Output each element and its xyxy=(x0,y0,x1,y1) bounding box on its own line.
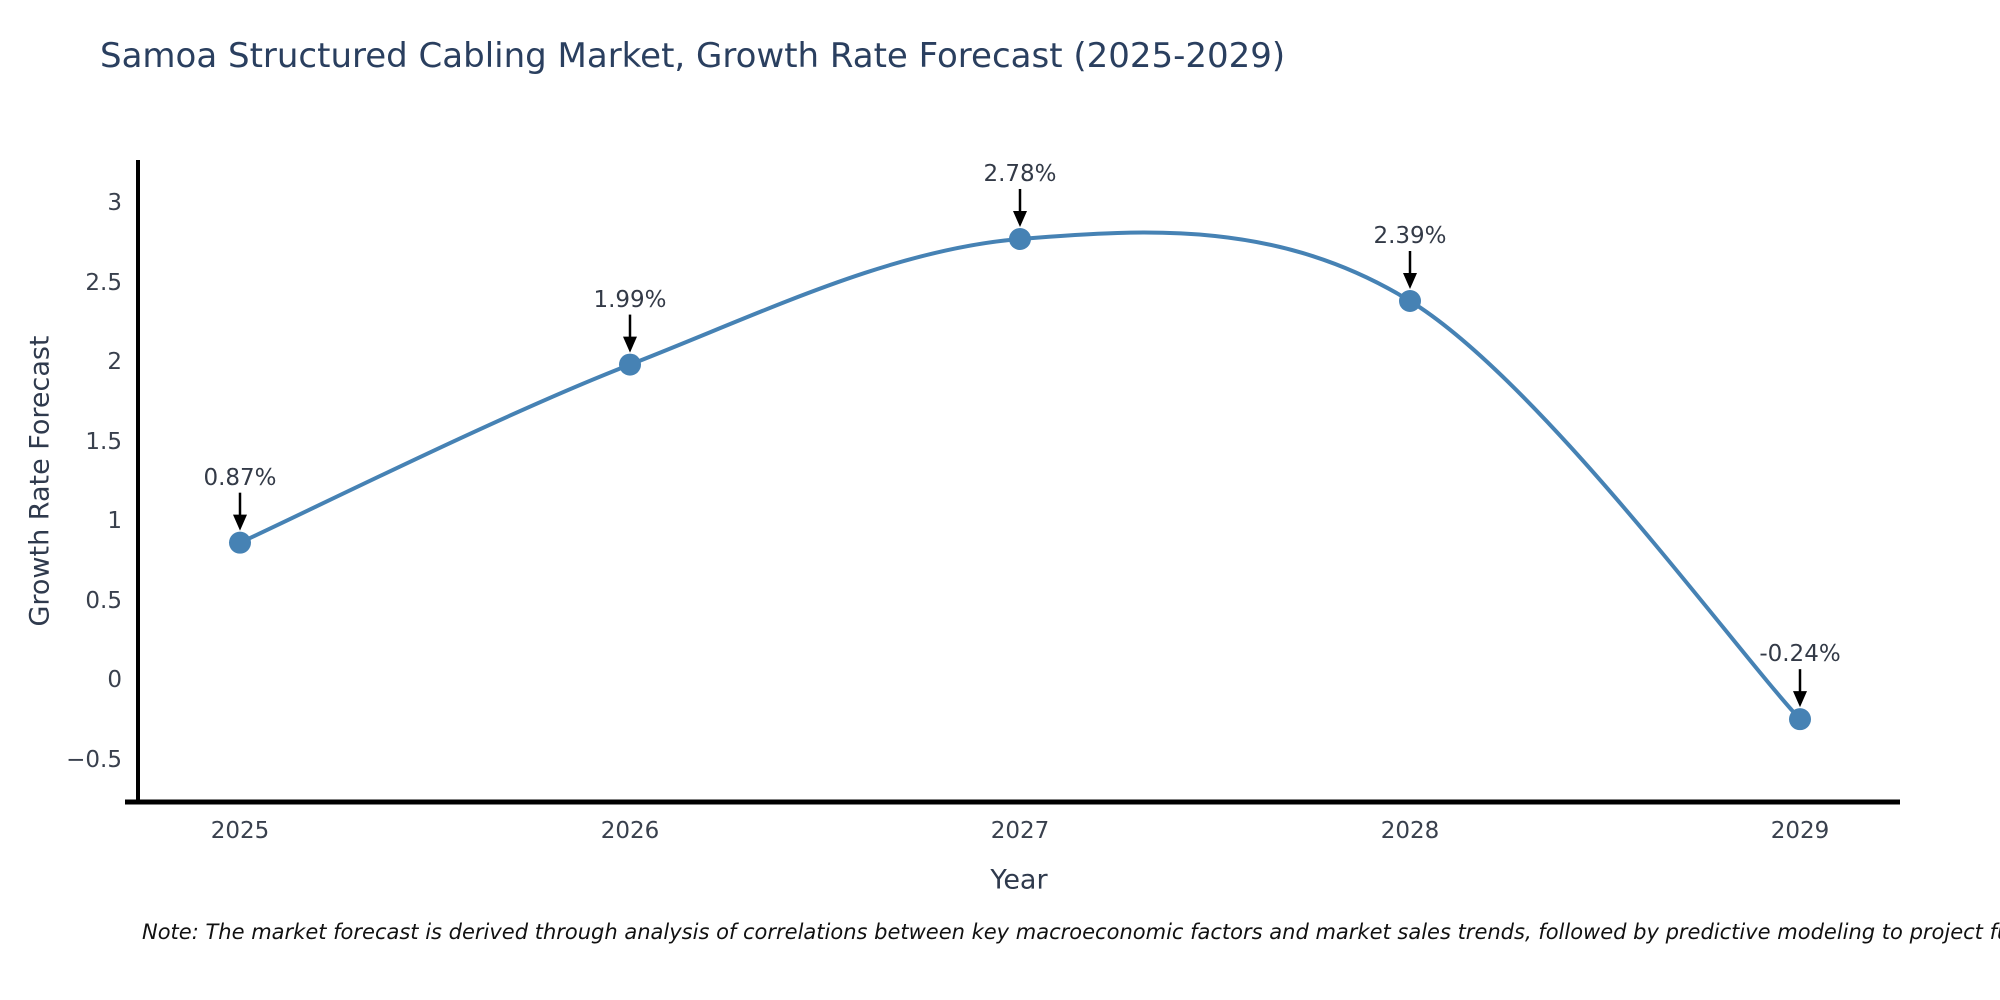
point-label: -0.24% xyxy=(1759,641,1841,668)
point-label: 1.99% xyxy=(593,286,667,313)
y-tick-label: 0 xyxy=(107,667,122,693)
note-text: Note: The market forecast is derived thr… xyxy=(142,920,2000,944)
annotation-arrow-head xyxy=(1793,691,1807,708)
y-tick-label: 3 xyxy=(107,190,122,216)
y-tick-label: 2 xyxy=(107,349,122,375)
data-point-marker xyxy=(619,353,641,376)
y-tick-label: 1.5 xyxy=(85,428,122,455)
chart-title: Samoa Structured Cabling Market, Growth … xyxy=(100,36,1286,76)
x-tick-label: 2028 xyxy=(1380,818,1440,844)
y-axis-label: Growth Rate Forecast xyxy=(24,335,56,627)
y-tick-label: −0.5 xyxy=(66,746,122,773)
data-point-marker xyxy=(1399,289,1421,312)
x-tick-label: 2026 xyxy=(600,818,660,844)
annotation-arrow-head xyxy=(1403,272,1417,289)
data-point-marker xyxy=(229,531,251,554)
y-tick-label: 0.5 xyxy=(85,587,122,614)
x-tick-label: 2029 xyxy=(1770,818,1830,844)
point-label: 2.39% xyxy=(1373,222,1447,249)
point-label: 0.87% xyxy=(203,464,277,491)
annotation-arrow-head xyxy=(623,336,637,353)
data-point-marker xyxy=(1789,708,1811,731)
annotation-arrow-head xyxy=(1013,210,1027,227)
data-point-marker xyxy=(1009,227,1031,250)
series-line xyxy=(239,230,1802,721)
x-tick-label: 2027 xyxy=(990,818,1050,844)
x-tick-label: 2025 xyxy=(210,818,270,844)
x-axis-label: Year xyxy=(990,864,1048,896)
y-tick-label: 2.5 xyxy=(85,269,122,296)
point-label: 2.78% xyxy=(983,160,1057,187)
annotation-arrow-head xyxy=(233,514,247,531)
y-tick-label: 1 xyxy=(107,508,122,534)
